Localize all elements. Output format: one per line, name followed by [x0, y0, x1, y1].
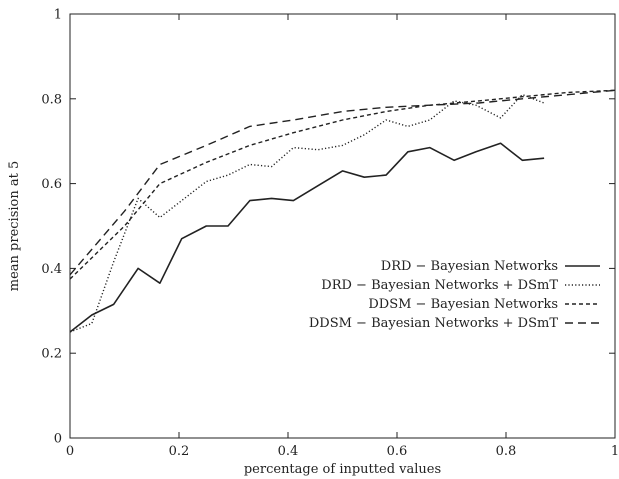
series-line-3 [69, 89, 616, 280]
y-axis-label: mean precision at 5 [7, 161, 22, 291]
plot-frame [69, 13, 616, 439]
x-tick-label: 0.8 [496, 444, 517, 459]
legend-label-ddsm-bn: DDSM − Bayesian Networks [368, 297, 558, 312]
legend-label-drd-bn-dsmt: DRD − Bayesian Networks + DSmT [321, 278, 558, 293]
y-tick-label: 0.2 [41, 347, 62, 362]
legend: DRD − Bayesian Networks DRD − Bayesian N… [309, 259, 600, 331]
x-tick-label: 0.6 [387, 444, 408, 459]
legend-label-ddsm-bn-dsmt: DDSM − Bayesian Networks + DSmT [309, 316, 558, 331]
x-tick-label: 0.2 [169, 444, 190, 459]
series-line-2 [69, 93, 545, 333]
axis-tick-labels: 0 0.2 0.4 0.6 0.8 1 0 0.2 0.4 0.6 0.8 1 [41, 8, 619, 460]
axis-ticks [69, 13, 616, 439]
x-tick-label: 0.4 [278, 444, 299, 459]
x-tick-label: 0 [66, 444, 74, 459]
y-tick-label: 0.4 [41, 262, 62, 277]
legend-label-drd-bn: DRD − Bayesian Networks [381, 259, 558, 274]
y-tick-label: 0 [54, 432, 62, 447]
x-axis-label: percentage of inputted values [244, 462, 441, 477]
y-tick-label: 0.6 [41, 177, 62, 192]
series-lines [69, 89, 616, 333]
y-tick-label: 1 [54, 8, 62, 23]
x-tick-label: 1 [611, 444, 619, 459]
y-tick-label: 0.8 [41, 92, 62, 107]
series-line-1 [69, 142, 545, 333]
series-line-4 [69, 89, 616, 276]
